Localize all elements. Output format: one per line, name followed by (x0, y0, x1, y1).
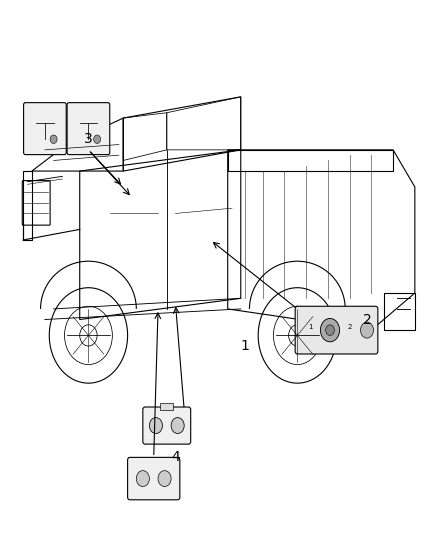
Circle shape (94, 135, 101, 143)
Circle shape (136, 471, 149, 487)
FancyBboxPatch shape (143, 407, 191, 444)
Text: 2: 2 (363, 312, 371, 327)
FancyBboxPatch shape (24, 103, 66, 155)
Circle shape (50, 135, 57, 143)
Circle shape (158, 471, 171, 487)
Circle shape (360, 322, 374, 338)
Bar (160, 403, 173, 410)
FancyBboxPatch shape (295, 306, 378, 354)
Text: 4: 4 (171, 450, 180, 464)
Text: 2: 2 (347, 325, 352, 330)
Text: 3: 3 (84, 132, 93, 146)
Circle shape (325, 325, 334, 335)
FancyBboxPatch shape (67, 103, 110, 155)
Circle shape (171, 418, 184, 433)
Text: 1: 1 (308, 325, 313, 330)
Text: 1: 1 (240, 339, 250, 353)
Circle shape (321, 318, 339, 342)
FancyBboxPatch shape (127, 457, 180, 500)
Circle shape (149, 418, 162, 433)
